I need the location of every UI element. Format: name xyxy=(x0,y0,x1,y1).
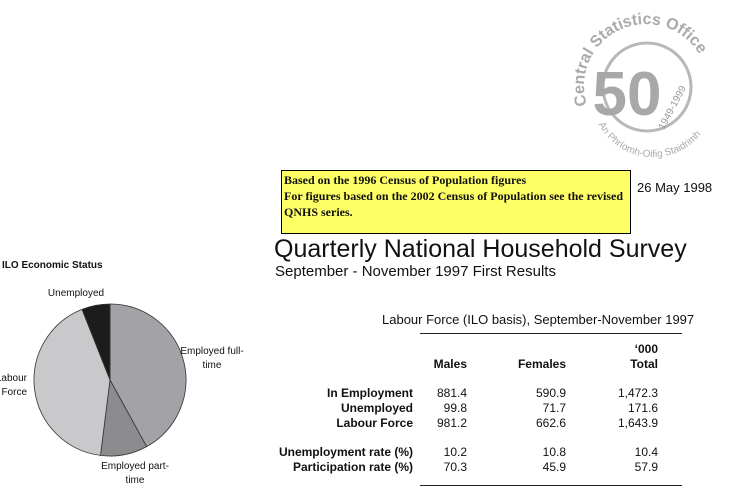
notice-box: Based on the 1996 Census of Population f… xyxy=(281,170,631,234)
chart-title: ILO Economic Status xyxy=(2,260,103,271)
logo: Central Statistics Office An Phríomh-Oif… xyxy=(571,11,710,160)
table-cell: 10.8 xyxy=(542,445,566,459)
logo-number: 50 xyxy=(593,60,662,129)
table-cell: 99.8 xyxy=(443,401,467,415)
column-header: Total xyxy=(630,357,658,371)
subtitle: September - November 1997 First Results xyxy=(275,263,556,280)
table-cell: 10.2 xyxy=(443,445,467,459)
row-label: Unemployed xyxy=(340,401,413,415)
pie-label: Not in Labour Force xyxy=(0,373,27,398)
pie-chart xyxy=(33,303,187,457)
table-cell: 70.3 xyxy=(443,460,467,474)
rule xyxy=(420,333,682,334)
table-cell: 981.2 xyxy=(436,416,467,430)
column-header: Females xyxy=(517,357,566,371)
date: 26 May 1998 xyxy=(637,180,713,195)
notice-line: For figures based on the 2002 Census of … xyxy=(284,189,624,219)
rule xyxy=(420,485,682,486)
table-cell: 590.9 xyxy=(535,386,566,400)
title: Quarterly National Household Survey xyxy=(274,235,687,263)
table-cell: 57.9 xyxy=(634,460,658,474)
row-label: In Employment xyxy=(326,386,413,400)
table-cell: 171.6 xyxy=(627,401,658,415)
table-cell: 45.9 xyxy=(542,460,566,474)
row-label: Participation rate (%) xyxy=(292,460,413,474)
table-caption: Labour Force (ILO basis), September-Nove… xyxy=(382,312,695,327)
row-label: Unemployment rate (%) xyxy=(278,445,413,459)
unit-label: ‘000 xyxy=(634,342,658,356)
pie-label: Unemployed xyxy=(47,288,105,299)
table-cell: 10.4 xyxy=(634,445,658,459)
pie-slice xyxy=(109,303,187,448)
pie-slice xyxy=(81,303,111,381)
column-header: Males xyxy=(433,357,467,371)
notice-line: Based on the 1996 Census of Population f… xyxy=(284,173,527,187)
table-cell: 881.4 xyxy=(436,386,467,400)
logo-ring xyxy=(601,41,693,133)
pie-label: Employed full-time xyxy=(180,346,244,371)
table-cell: 71.7 xyxy=(542,401,566,415)
pie-slice xyxy=(33,308,111,456)
table-cell: 1,643.9 xyxy=(617,416,658,430)
pie-label: Employed part-time xyxy=(101,461,169,486)
table-cell: 662.6 xyxy=(535,416,566,430)
table-cell: 1,472.3 xyxy=(617,386,658,400)
row-label: Labour Force xyxy=(336,416,413,430)
